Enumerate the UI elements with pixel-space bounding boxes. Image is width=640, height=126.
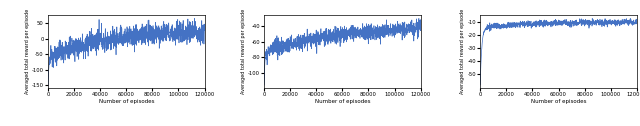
X-axis label: Number of episodes: Number of episodes (531, 99, 586, 104)
Y-axis label: Averaged total reward per episode: Averaged total reward per episode (241, 9, 246, 94)
X-axis label: Number of episodes: Number of episodes (315, 99, 370, 104)
Y-axis label: Averaged total reward per episode: Averaged total reward per episode (460, 9, 465, 94)
Y-axis label: Averaged total reward per episode: Averaged total reward per episode (25, 9, 29, 94)
X-axis label: Number of episodes: Number of episodes (99, 99, 154, 104)
